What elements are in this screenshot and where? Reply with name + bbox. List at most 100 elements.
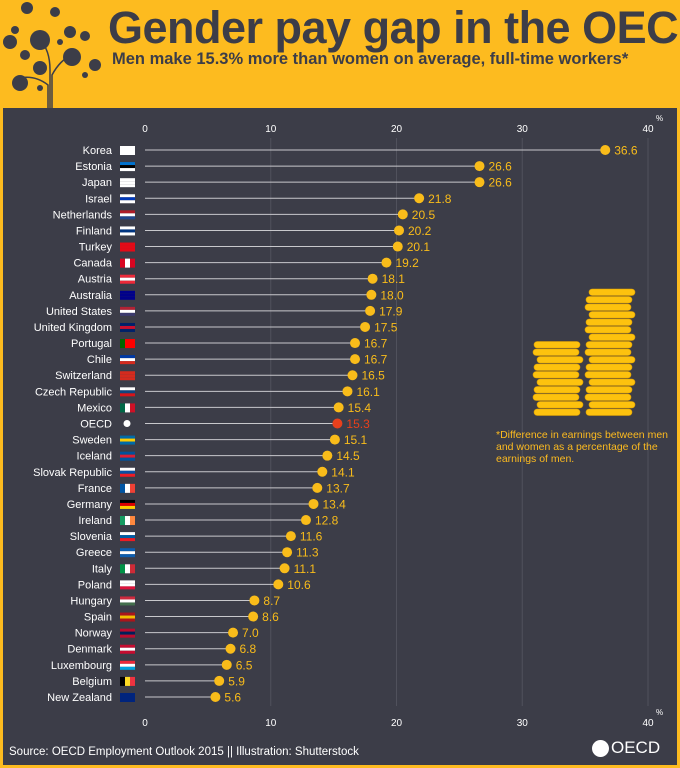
value-label: 10.6 — [287, 578, 311, 592]
flag-stripe — [120, 280, 135, 284]
value-label: 16.1 — [356, 385, 380, 399]
flag-icon — [120, 194, 135, 204]
value-label: 16.7 — [364, 337, 388, 351]
flag-stripe — [120, 229, 135, 233]
country-label: Italy — [92, 563, 113, 575]
data-row: Turkey 20.1 — [79, 240, 431, 254]
country-label: Portugal — [71, 338, 112, 350]
data-row: Germany 13.4 — [67, 497, 346, 511]
country-label: Slovenia — [70, 531, 113, 543]
flag-icon — [120, 242, 135, 252]
data-row: Mexico 15.4 — [77, 401, 371, 415]
data-row: Czech Republic 16.1 — [35, 385, 380, 399]
country-label: Denmark — [67, 644, 112, 656]
country-label: Norway — [75, 628, 113, 640]
data-row: Austria 18.1 — [78, 272, 406, 286]
x-tick-label: 40 — [642, 124, 654, 135]
data-point — [210, 692, 221, 702]
data-row: Finland 20.2 — [76, 224, 432, 238]
data-point — [397, 209, 408, 220]
country-label: Chile — [87, 354, 112, 366]
flag-stripe — [120, 242, 135, 246]
data-row: Norway 7.0 — [75, 626, 259, 640]
coin-icon — [536, 401, 584, 409]
data-point — [332, 418, 343, 429]
data-point — [365, 305, 376, 316]
flag-stripe — [130, 516, 135, 526]
flag-stripe — [120, 355, 135, 359]
data-row: Slovak Republic 14.1 — [33, 465, 355, 479]
flag-stripe — [120, 505, 135, 509]
flag-stripe — [120, 483, 125, 493]
flag-stripe — [120, 554, 135, 558]
flag-icon — [120, 564, 135, 574]
flag-stripe — [120, 516, 125, 526]
x-tick-label: 20 — [391, 124, 403, 135]
flag-stripe — [120, 328, 135, 332]
value-label: 13.7 — [326, 481, 350, 495]
data-row: Denmark 6.8 — [67, 642, 256, 656]
value-label: 15.1 — [344, 433, 368, 447]
flag-stripe — [130, 258, 135, 268]
flag-stripe — [120, 615, 135, 619]
flag-icon — [120, 548, 135, 558]
flag-stripe — [120, 232, 135, 236]
coin-icon — [588, 333, 636, 341]
value-label: 11.3 — [296, 546, 319, 560]
data-row: Poland 10.6 — [78, 578, 311, 592]
coin-icon — [533, 341, 581, 349]
flag-stripe — [120, 213, 135, 217]
x-tick-label: 30 — [517, 718, 529, 729]
page-title: Gender pay gap in the OECD — [108, 2, 680, 53]
flag-stripe — [120, 693, 135, 696]
flag-stripe — [130, 676, 135, 686]
country-label: Slovak Republic — [33, 467, 112, 479]
value-label: 8.6 — [262, 610, 279, 624]
data-row: Belgium 5.9 — [72, 674, 245, 688]
value-label: 14.5 — [336, 449, 360, 463]
flag-stripe — [120, 676, 125, 686]
flag-stripe — [120, 387, 135, 391]
coin-icon — [585, 363, 633, 371]
flag-stripe — [120, 666, 135, 670]
data-point — [392, 241, 403, 252]
coin-icon — [585, 341, 633, 349]
flag-stripe — [120, 548, 135, 552]
x-tick-label: 40 — [642, 718, 654, 729]
flag-stripe — [120, 551, 135, 555]
flag-stripe — [120, 296, 135, 300]
flag-stripe — [120, 168, 135, 172]
country-label: Turkey — [79, 242, 113, 254]
country-label: Hungary — [70, 595, 112, 607]
data-point — [285, 531, 296, 542]
coin-icon — [588, 401, 636, 409]
flag-icon — [120, 371, 135, 381]
flag-stripe — [120, 660, 135, 664]
flag-stripe — [120, 451, 135, 455]
data-row: Hungary 8.7 — [70, 594, 280, 608]
country-label: Ireland — [78, 515, 112, 527]
flag-stripe — [120, 339, 125, 349]
data-point — [228, 627, 239, 638]
flag-stripe — [120, 306, 135, 310]
x-tick-label: 0 — [142, 718, 148, 729]
flag-icon — [120, 467, 135, 477]
flag-icon — [120, 612, 135, 622]
flag-stripe — [120, 390, 135, 394]
data-row: Netherlands 20.5 — [53, 208, 436, 222]
data-point — [394, 225, 405, 236]
flag-stripe — [120, 457, 135, 461]
flag-stripe — [120, 612, 135, 616]
flag-icon — [120, 483, 135, 493]
flag-icon — [120, 435, 135, 445]
data-point — [342, 386, 353, 397]
country-label: United Kingdom — [34, 322, 112, 334]
value-label: 15.3 — [346, 417, 370, 431]
country-label: Canada — [73, 258, 112, 270]
flag-stripe — [130, 564, 135, 574]
flag-stripe — [125, 403, 130, 413]
flag-icon — [120, 355, 135, 365]
flag-stripe — [120, 618, 135, 622]
coin-icon — [585, 386, 633, 394]
